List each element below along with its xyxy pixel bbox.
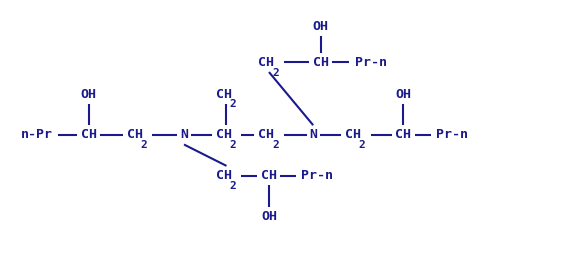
Text: CH: CH xyxy=(216,169,232,182)
Text: OH: OH xyxy=(313,20,329,33)
Text: n-Pr: n-Pr xyxy=(21,128,53,141)
Text: CH: CH xyxy=(127,128,143,141)
Text: 2: 2 xyxy=(272,68,279,78)
Text: OH: OH xyxy=(395,88,411,101)
Text: 2: 2 xyxy=(140,140,147,150)
Text: N: N xyxy=(180,128,188,141)
Text: CH: CH xyxy=(313,56,329,69)
Text: 2: 2 xyxy=(230,181,236,191)
Text: Pr-n: Pr-n xyxy=(355,56,387,69)
Text: OH: OH xyxy=(81,88,97,101)
Text: CH: CH xyxy=(345,128,361,141)
Text: CH: CH xyxy=(216,128,232,141)
Text: OH: OH xyxy=(261,210,277,223)
Text: N: N xyxy=(309,128,317,141)
Text: 2: 2 xyxy=(230,140,236,150)
Text: CH: CH xyxy=(258,56,275,69)
Text: Pr-n: Pr-n xyxy=(301,169,333,182)
Text: CH: CH xyxy=(395,128,411,141)
Text: CH: CH xyxy=(216,88,232,101)
Text: 2: 2 xyxy=(359,140,365,150)
Text: CH: CH xyxy=(81,128,97,141)
Text: 2: 2 xyxy=(272,140,279,150)
Text: Pr-n: Pr-n xyxy=(436,128,468,141)
Text: CH: CH xyxy=(258,128,275,141)
Text: CH: CH xyxy=(261,169,277,182)
Text: 2: 2 xyxy=(230,99,236,109)
